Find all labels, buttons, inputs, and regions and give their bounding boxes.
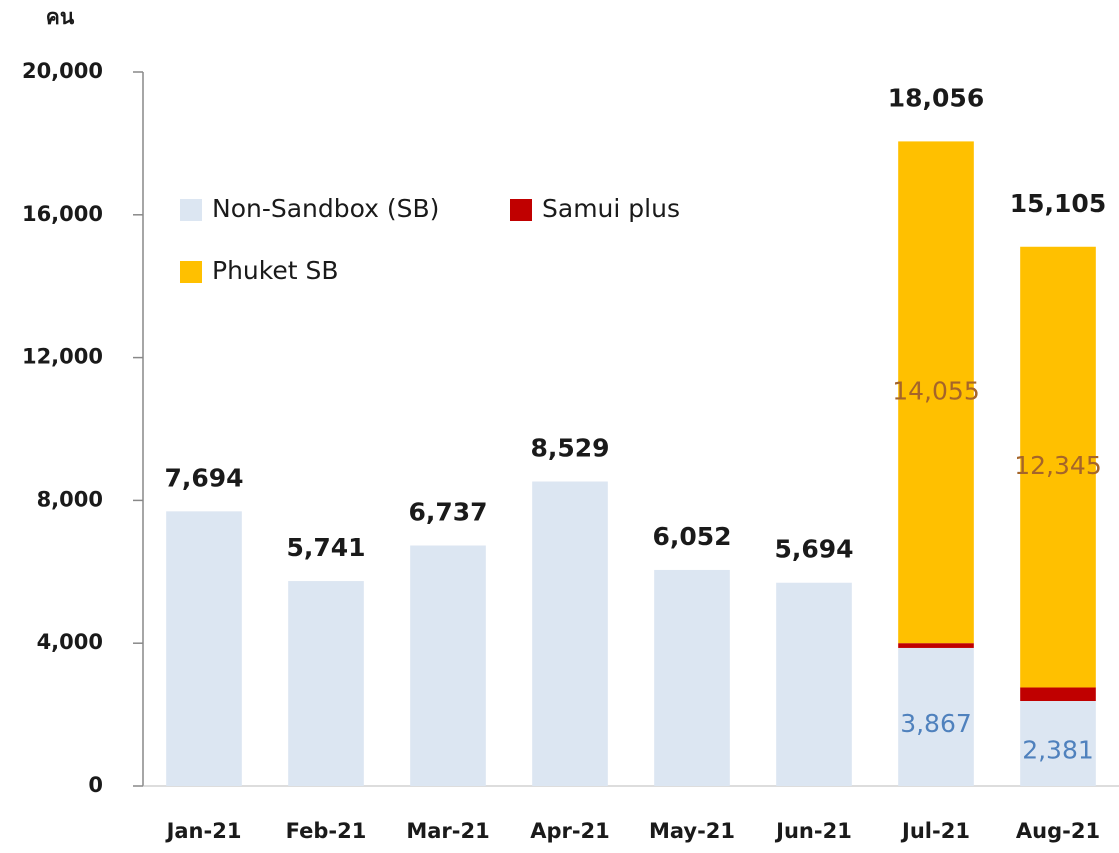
- y-tick-label: 8,000: [37, 487, 103, 511]
- data-label: 6,052: [652, 522, 731, 551]
- bar-segment: [1020, 700, 1096, 786]
- data-label: 5,694: [774, 535, 853, 564]
- x-tick-label: May-21: [649, 819, 735, 843]
- bar-segment: [532, 481, 608, 786]
- bar-segment: [166, 511, 242, 786]
- legend-label: Phuket SB: [212, 256, 339, 285]
- x-tick-label: Mar-21: [406, 819, 489, 843]
- x-tick-label: Feb-21: [286, 819, 367, 843]
- bar-segment: [1020, 687, 1096, 701]
- x-tick-label: Jan-21: [165, 819, 242, 843]
- data-label: 5,741: [286, 533, 365, 562]
- data-label: 8,529: [530, 434, 609, 463]
- data-label: 2,381: [1022, 735, 1094, 764]
- data-label: 3,867: [900, 709, 972, 738]
- y-tick-label: 16,000: [22, 202, 103, 226]
- total-label: 18,056: [888, 83, 984, 112]
- legend-swatch: [180, 261, 202, 283]
- legend-swatch: [180, 199, 202, 221]
- bar-segment: [654, 569, 730, 786]
- bar-segment: [898, 141, 974, 644]
- total-label: 15,105: [1010, 189, 1106, 218]
- y-tick-label: 12,000: [22, 345, 103, 369]
- bar-segment: [898, 643, 974, 648]
- legend-label: Non-Sandbox (SB): [212, 194, 439, 223]
- bar-segment: [776, 582, 852, 786]
- data-label: 6,737: [408, 497, 487, 526]
- y-axis-label: คน: [46, 5, 75, 29]
- bar-segment: [1020, 246, 1096, 688]
- x-tick-label: Jul-21: [900, 819, 970, 843]
- data-label: 14,055: [892, 376, 979, 405]
- legend-label: Samui plus: [542, 194, 680, 223]
- data-label: 7,694: [164, 463, 243, 492]
- legend-swatch: [510, 199, 532, 221]
- x-tick-label: Jun-21: [774, 819, 852, 843]
- bar-segment: [288, 581, 364, 786]
- y-tick-label: 4,000: [37, 630, 103, 654]
- data-label: 12,345: [1014, 451, 1101, 480]
- y-tick-label: 0: [88, 773, 103, 797]
- x-tick-label: Aug-21: [1016, 819, 1100, 843]
- bar-segment: [410, 545, 486, 786]
- bar-segment: [898, 647, 974, 786]
- x-tick-label: Apr-21: [530, 819, 610, 843]
- y-tick-label: 20,000: [22, 59, 103, 83]
